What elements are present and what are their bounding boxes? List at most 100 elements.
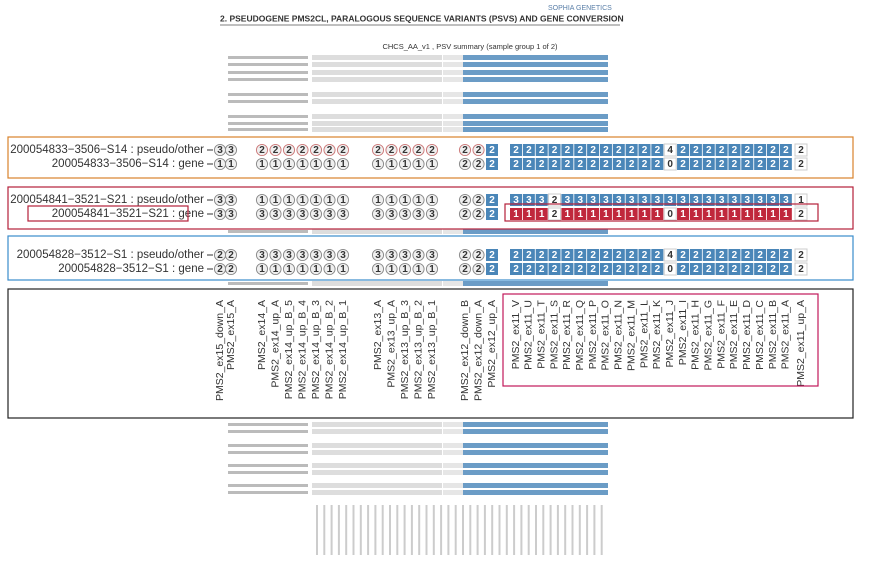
cell-value: 3: [667, 195, 673, 206]
column-label: PMS2_ex11_M: [625, 300, 637, 371]
cell-box: [767, 208, 779, 220]
cell-circle: [323, 207, 336, 221]
column-label: PMS2_ex13_up_A: [385, 300, 397, 388]
cell-box: [625, 249, 638, 261]
thumb-label: [228, 100, 308, 103]
cell-value: 2: [616, 250, 622, 261]
column-label: PMS2_ex11_S: [548, 300, 560, 369]
cell-value: 2: [476, 145, 482, 156]
cell-circle: [336, 193, 350, 207]
thumb-col-label: [556, 505, 559, 555]
cell-box: [677, 158, 690, 170]
thumb-label: [228, 230, 308, 233]
column-label: PMS2_ex11_P: [587, 300, 599, 369]
cell-value: 2: [732, 250, 738, 261]
cell-box: [663, 143, 677, 157]
cell-box: [548, 263, 561, 275]
thumb-label: [228, 71, 308, 74]
cell-box: [754, 263, 767, 275]
thumb-col-label: [462, 505, 464, 555]
cell-circle: [255, 248, 269, 262]
cell-value: 2: [552, 195, 558, 206]
cell-box: [779, 208, 792, 220]
cell-value: 1: [603, 209, 609, 220]
cell-box: [702, 249, 715, 261]
cell-circle: [472, 193, 485, 207]
cell-box: [587, 263, 600, 275]
cell-value: 1: [273, 264, 279, 275]
cell-value: 2: [655, 264, 661, 275]
cell-value: 2: [526, 264, 532, 275]
cell-value: 2: [552, 264, 558, 275]
cell-circle: [255, 193, 269, 207]
cell-value: 1: [327, 264, 333, 275]
row-label: 200054833−3506−S14 : gene: [52, 158, 204, 170]
cell-box: [535, 249, 548, 261]
thumb-label: [228, 93, 308, 96]
cell-value: 1: [375, 195, 381, 206]
cell-value: 2: [616, 264, 622, 275]
cell-box: [561, 158, 574, 170]
cell-value: 3: [629, 195, 635, 206]
cell-box: [535, 208, 548, 220]
cell-value: 3: [300, 250, 306, 261]
cell-value: 1: [286, 264, 292, 275]
cell-value: 2: [629, 264, 635, 275]
column-label: PMS2_ex11_Q: [574, 300, 586, 370]
thumb-col-label: [367, 505, 370, 555]
thumb-col-label: [505, 505, 508, 555]
cell-value: 3: [745, 195, 751, 206]
cell-value: 3: [590, 195, 596, 206]
cell-box: [612, 249, 625, 261]
cell-box: [625, 263, 638, 275]
cell-value: 2: [629, 159, 635, 170]
thumb-col-label: [498, 505, 501, 555]
cell-circle: [412, 157, 425, 171]
cell-value: 2: [489, 250, 495, 261]
cell-value: 1: [732, 209, 738, 220]
cell-box: [754, 194, 767, 206]
cell-value: 2: [539, 159, 545, 170]
cell-value: 2: [798, 159, 804, 170]
highlight-columns: [502, 293, 819, 387]
zoom-box-3: [7, 235, 854, 281]
cell-box: [754, 158, 767, 170]
column-label: PMS2_ex13_A: [372, 300, 384, 370]
cell-value: 2: [539, 264, 545, 275]
cell-value: 2: [603, 145, 609, 156]
thumb-cells: [443, 463, 463, 468]
cell-value: 1: [429, 264, 435, 275]
cell-circle: [472, 157, 485, 171]
cell-value: 2: [655, 250, 661, 261]
cell-value: 1: [416, 264, 422, 275]
thumb-label: [228, 122, 308, 125]
cell-value: 2: [783, 250, 789, 261]
column-label: PMS2_ex11_F: [715, 300, 727, 369]
cell-box: [779, 263, 792, 275]
cell-box: [625, 158, 638, 170]
cell-value: 3: [539, 195, 545, 206]
thumb-cells: [312, 450, 442, 455]
cell-value: 2: [798, 145, 804, 156]
thumb-blue: [463, 114, 608, 119]
thumb-cells: [312, 483, 442, 488]
cell-value: 1: [655, 209, 661, 220]
cell-value: 1: [259, 264, 265, 275]
column-label: PMS2_ex11_T: [535, 299, 547, 368]
cell-value: 2: [476, 250, 482, 261]
thumb-col-label: [527, 505, 530, 555]
cell-value: 2: [590, 250, 596, 261]
cell-value: 3: [680, 195, 686, 206]
cell-box: [715, 263, 728, 275]
cell-value: 1: [402, 159, 408, 170]
cell-circle: [458, 143, 472, 157]
cell-value: 3: [770, 195, 776, 206]
cell-value: 3: [259, 209, 265, 220]
cell-box: [702, 194, 715, 206]
cell-circle: [323, 157, 336, 171]
cell-value: 2: [719, 145, 725, 156]
cell-value: 1: [429, 195, 435, 206]
cell-value: 2: [745, 145, 751, 156]
cell-circle: [309, 207, 323, 221]
cell-value: 2: [680, 250, 686, 261]
